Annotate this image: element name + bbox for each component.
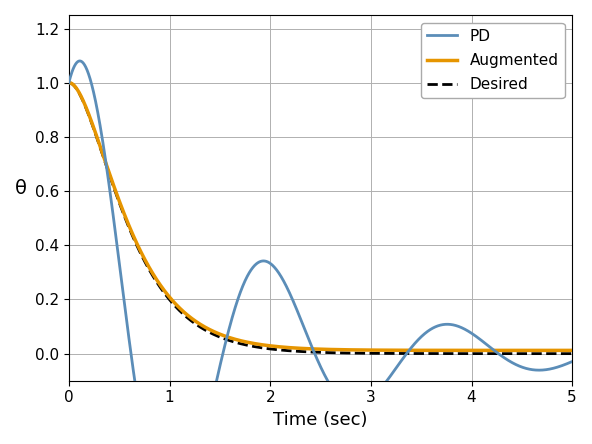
Legend: PD, Augmented, Desired: PD, Augmented, Desired xyxy=(420,23,565,98)
Augmented xyxy=(66,80,73,85)
PD xyxy=(65,80,72,85)
Line: PD: PD xyxy=(69,61,572,444)
Desired xyxy=(65,80,72,85)
Desired xyxy=(258,345,265,350)
PD xyxy=(76,58,83,63)
Desired xyxy=(559,351,566,356)
Augmented xyxy=(569,348,576,353)
PD xyxy=(259,258,266,264)
Desired xyxy=(569,351,576,356)
Augmented xyxy=(280,345,287,350)
Augmented xyxy=(559,348,566,353)
Desired xyxy=(123,218,130,224)
PD xyxy=(123,317,130,322)
PD xyxy=(569,359,576,364)
Line: Augmented: Augmented xyxy=(69,83,572,350)
Augmented xyxy=(153,277,160,282)
Augmented xyxy=(505,348,512,353)
Desired xyxy=(280,348,287,353)
Desired xyxy=(153,278,160,284)
Augmented xyxy=(123,217,130,222)
PD xyxy=(559,363,566,368)
Y-axis label: θ: θ xyxy=(15,179,27,198)
Augmented xyxy=(259,342,266,348)
Line: Desired: Desired xyxy=(69,83,572,353)
X-axis label: Time (sec): Time (sec) xyxy=(274,411,368,429)
PD xyxy=(505,358,512,363)
PD xyxy=(281,279,288,285)
Desired xyxy=(504,351,511,356)
Augmented xyxy=(65,80,72,85)
